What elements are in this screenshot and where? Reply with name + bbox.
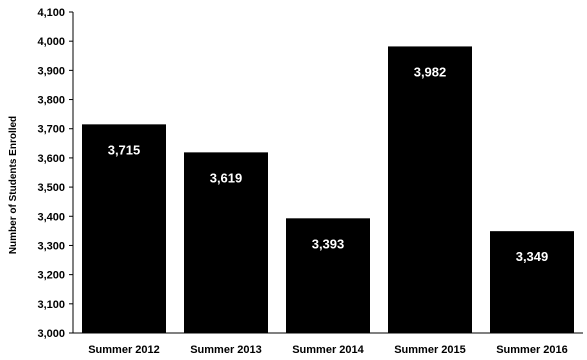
y-tick-label: 3,400 [37, 211, 65, 223]
y-tick-label: 3,600 [37, 153, 65, 165]
bar-data-label: 3,619 [210, 170, 243, 185]
y-axis-title: Number of Students Enrolled [8, 116, 19, 254]
y-tick-label: 4,100 [37, 7, 65, 19]
x-category-labels: Summer 2012 Summer 2013 Summer 2014 Summer … [88, 344, 568, 356]
y-tick-label: 3,100 [37, 299, 65, 311]
x-category-label: Summer 2014 [292, 344, 364, 356]
bar-data-label: 3,715 [108, 142, 141, 157]
y-tick-label: 3,900 [37, 65, 65, 77]
y-tick-label: 3,300 [37, 240, 65, 252]
bar [82, 124, 166, 333]
y-tick-label: 3,000 [37, 328, 65, 340]
bar-data-label: 3,982 [414, 64, 447, 79]
y-tick-label: 3,500 [37, 182, 65, 194]
bar-data-label: 3,393 [312, 236, 345, 251]
y-tick-label: 4,000 [37, 36, 65, 48]
bar [388, 46, 472, 334]
bar-data-label: 3,349 [516, 249, 549, 264]
axes [72, 12, 583, 334]
y-tick-label: 3,200 [37, 270, 65, 282]
bars [82, 46, 574, 334]
bar [490, 231, 574, 333]
y-ticks: 3,000 3,100 3,200 3,300 3,400 3,500 3,600 3,700… [37, 7, 73, 340]
x-category-label: Summer 2013 [190, 344, 262, 356]
x-category-label: Summer 2015 [394, 344, 466, 356]
y-tick-label: 3,800 [37, 95, 65, 107]
bar [286, 218, 370, 333]
x-category-label: Summer 2012 [88, 344, 160, 356]
y-tick-label: 3,700 [37, 124, 65, 136]
bar-data-labels: 3,715 3,619 3,393 3,982 3,349 [108, 64, 549, 264]
x-category-label: Summer 2016 [496, 344, 568, 356]
y-axis-title-group: Number of Students Enrolled [8, 116, 19, 254]
bar [184, 152, 268, 333]
